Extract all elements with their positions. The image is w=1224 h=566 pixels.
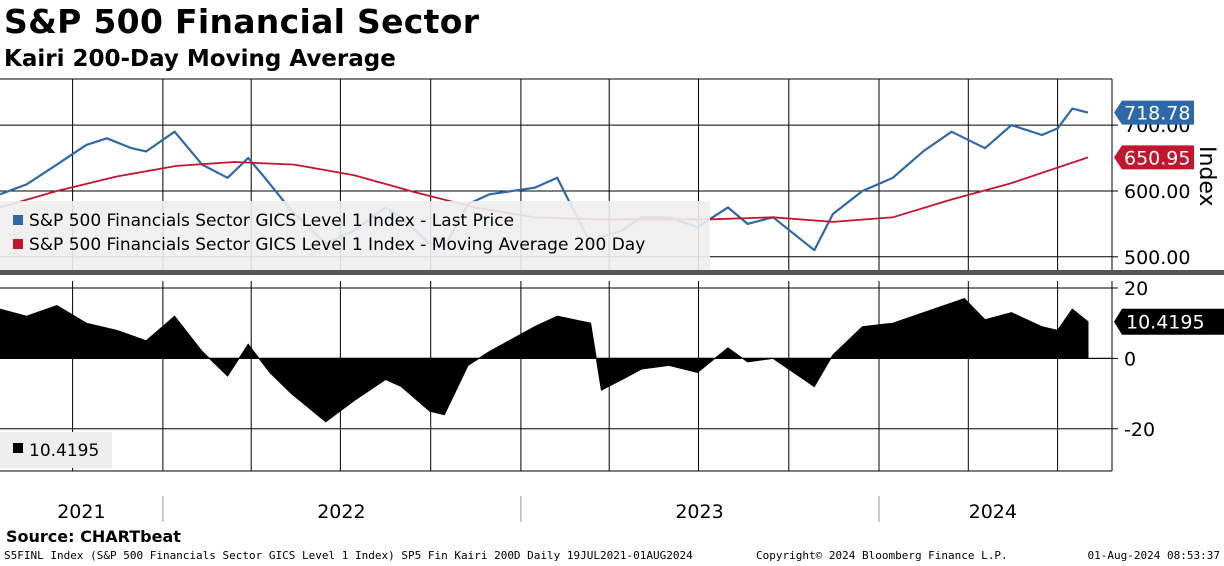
kairi-area <box>0 298 1089 423</box>
kairi-y-tick-label: 0 <box>1124 348 1136 370</box>
panel-separator <box>0 270 1224 275</box>
footer-timestamp: 01-Aug-2024 08:53:37 <box>1087 549 1220 562</box>
kairi-value-tag-label: 10.4195 <box>1126 312 1205 334</box>
source-note: Source: CHARTbeat <box>6 527 181 546</box>
price-value-tag-label-0: 718.78 <box>1124 103 1190 125</box>
kairi-y-tick-label: 20 <box>1124 278 1148 300</box>
legend-label-1: S&P 500 Financials Sector GICS Level 1 I… <box>29 235 645 255</box>
price-value-tag-label-1: 650.95 <box>1124 147 1190 169</box>
legend-swatch-1 <box>13 239 23 249</box>
price-legend-box <box>0 201 710 270</box>
chart-title: S&P 500 Financial Sector <box>4 2 480 41</box>
price-y-tick-label: 500.00 <box>1124 247 1190 269</box>
price-y-axis-label: Index <box>1194 146 1219 207</box>
footer-description: S5FINL Index (S&P 500 Financials Sector … <box>4 549 693 562</box>
x-year-label: 2022 <box>317 501 365 523</box>
footer-copyright: Copyright© 2024 Bloomberg Finance L.P. <box>756 549 1008 562</box>
kairi-value-tag <box>1114 308 1224 335</box>
price-y-tick-label: 600.00 <box>1124 181 1190 203</box>
legend-label-0: S&P 500 Financials Sector GICS Level 1 I… <box>29 211 514 231</box>
legend-swatch-0 <box>13 215 23 225</box>
kairi-y-tick-label: -20 <box>1124 419 1155 441</box>
x-year-label: 2024 <box>969 501 1017 523</box>
x-year-label: 2023 <box>675 501 723 523</box>
x-year-label: 2021 <box>57 501 105 523</box>
price-value-tag-0 <box>1114 100 1194 125</box>
price-value-tag-1 <box>1114 145 1194 170</box>
kairi-legend-swatch <box>13 443 23 453</box>
price-line <box>0 107 1089 252</box>
kairi-legend-label: 10.4195 <box>29 441 99 461</box>
chart-subtitle: Kairi 200-Day Moving Average <box>4 46 396 72</box>
